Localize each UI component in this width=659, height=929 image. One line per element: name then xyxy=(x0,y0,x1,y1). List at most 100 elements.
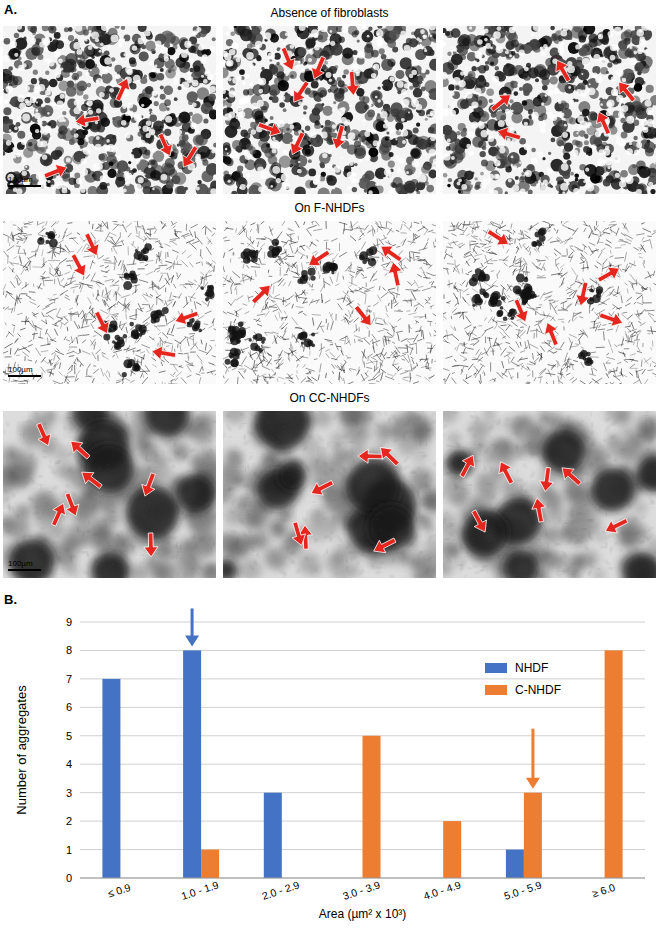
cell xyxy=(396,70,405,79)
cell xyxy=(237,166,243,172)
cell xyxy=(342,48,353,59)
cell-highlight xyxy=(313,179,319,185)
cell-highlight xyxy=(122,38,125,41)
cell xyxy=(68,35,74,41)
cell xyxy=(448,178,452,182)
cell xyxy=(266,144,270,148)
cell xyxy=(515,176,519,180)
cell-highlight xyxy=(245,153,252,160)
red-arrow xyxy=(75,113,99,127)
cell-highlight xyxy=(390,129,395,134)
cell-highlight xyxy=(257,166,264,173)
cell xyxy=(575,178,579,182)
cell xyxy=(83,94,88,99)
cell-highlight xyxy=(341,107,346,112)
cell xyxy=(428,170,436,179)
cell-highlight xyxy=(425,154,427,156)
cell-highlight xyxy=(228,26,234,30)
cell-highlight xyxy=(58,58,63,63)
cell xyxy=(279,102,285,108)
cell-highlight xyxy=(6,86,13,93)
cell-highlight xyxy=(76,99,80,103)
red-arrow xyxy=(332,125,346,149)
cell-highlight xyxy=(326,72,332,78)
cell xyxy=(204,109,207,112)
cell xyxy=(238,126,241,129)
cell-highlight xyxy=(192,32,195,35)
cell xyxy=(129,57,136,64)
cell-highlight xyxy=(152,90,158,96)
cell-highlight xyxy=(321,97,324,100)
cell xyxy=(578,179,586,187)
cell-highlight xyxy=(341,156,343,158)
cell xyxy=(480,151,486,157)
cell-highlight xyxy=(432,162,436,169)
cell xyxy=(17,131,25,139)
cell xyxy=(556,120,568,132)
cell xyxy=(50,27,54,31)
cell-highlight xyxy=(69,72,72,75)
cell xyxy=(60,62,71,73)
cell xyxy=(176,186,186,194)
cell xyxy=(458,34,471,47)
cell-highlight xyxy=(281,39,284,42)
cell-highlight xyxy=(132,46,137,51)
cell-highlight xyxy=(397,81,404,88)
cell xyxy=(115,26,120,29)
cell-highlight xyxy=(74,100,80,106)
cell-highlight xyxy=(317,27,320,30)
cell-highlight xyxy=(348,132,356,140)
cell-highlight xyxy=(227,60,234,67)
cell xyxy=(389,29,400,40)
cell xyxy=(425,118,428,121)
cell xyxy=(54,32,61,39)
cell-highlight xyxy=(354,66,361,73)
cell xyxy=(33,70,38,75)
cell-highlight xyxy=(246,173,250,177)
cell-highlight xyxy=(276,178,281,183)
cell xyxy=(578,101,590,113)
cell xyxy=(194,65,201,72)
cell-highlight xyxy=(155,65,158,68)
cell xyxy=(272,96,279,103)
cell xyxy=(291,166,301,176)
cell xyxy=(305,126,310,131)
cell-highlight xyxy=(297,37,301,41)
cell xyxy=(223,142,230,149)
cell xyxy=(424,80,436,93)
cell-highlight xyxy=(16,26,22,30)
cell-highlight xyxy=(134,113,142,121)
cell xyxy=(318,188,330,195)
cell xyxy=(511,39,519,47)
cell-highlight xyxy=(236,58,241,63)
cell-highlight xyxy=(125,133,130,138)
cell-highlight xyxy=(320,26,327,32)
cell xyxy=(375,172,381,178)
cell-highlight xyxy=(426,57,429,60)
cell xyxy=(64,156,73,165)
cell-highlight xyxy=(34,113,40,119)
cell-highlight xyxy=(177,130,182,135)
cell xyxy=(84,45,94,55)
cell xyxy=(542,157,545,160)
cell xyxy=(283,108,287,112)
cell-highlight xyxy=(261,26,264,28)
cell xyxy=(112,117,115,120)
cell-highlight xyxy=(409,74,413,78)
cell xyxy=(597,31,608,42)
cell-highlight xyxy=(63,119,66,122)
cell xyxy=(607,63,612,68)
cell-highlight xyxy=(305,121,308,124)
cell-highlight xyxy=(204,70,210,76)
cell xyxy=(34,106,46,118)
cell-highlight xyxy=(192,80,199,87)
cell-highlight xyxy=(36,172,44,180)
cell xyxy=(528,67,539,78)
cell-highlight xyxy=(124,173,130,179)
cell xyxy=(151,73,156,78)
cell xyxy=(563,153,570,160)
cell xyxy=(28,142,33,147)
cell-highlight xyxy=(107,45,111,49)
cell-highlight xyxy=(73,42,81,50)
cell xyxy=(349,162,354,167)
